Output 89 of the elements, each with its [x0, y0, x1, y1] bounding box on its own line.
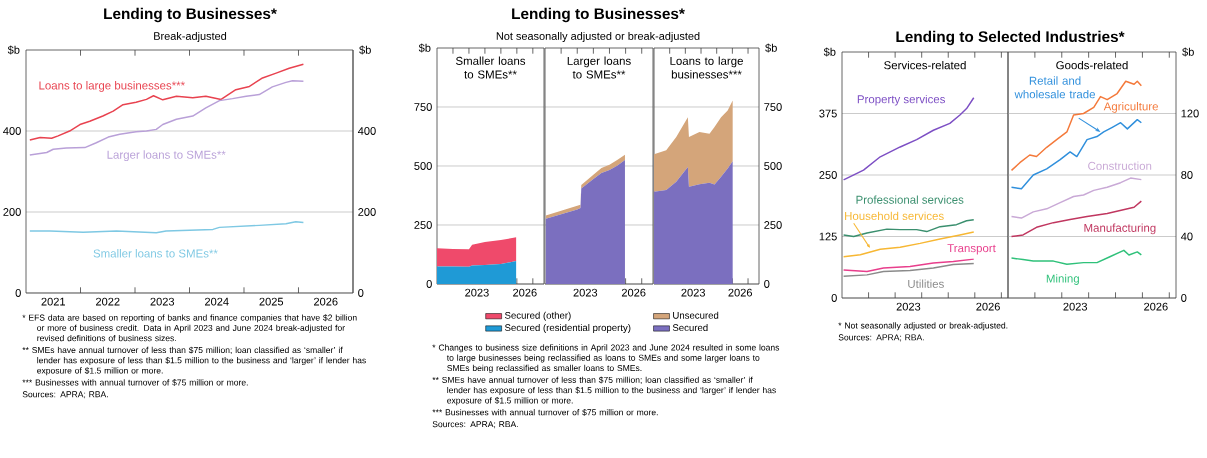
- y-tick-label: 375: [819, 109, 837, 118]
- y2-tick-label: 500: [764, 162, 782, 170]
- text: Goods-related: [1056, 60, 1128, 70]
- series-label: Professional services: [856, 195, 964, 204]
- series-label: Utilities: [908, 279, 944, 288]
- x-tick-label: 2026: [621, 288, 646, 297]
- x-tick-label: 2022: [96, 297, 120, 306]
- text: Lending to Selected Industries*: [896, 30, 1125, 46]
- x-tick-label: 2024: [205, 297, 229, 306]
- legend-label: Secured (other): [505, 311, 571, 321]
- x-tick-label: 2026: [513, 288, 537, 297]
- x-tick-label: 2026: [976, 302, 1000, 311]
- y2-tick-label: 120: [1181, 109, 1199, 118]
- line-series: [842, 258, 975, 273]
- x-tick-label: 2023: [573, 288, 598, 297]
- y-tick-label: 200: [3, 208, 21, 216]
- y-tick-label: 0: [15, 289, 21, 297]
- line-series: [29, 63, 305, 141]
- series-label: Household services: [845, 211, 944, 221]
- series-label: Larger loans to SMEs**: [107, 150, 226, 162]
- x-tick-label: 2023: [465, 288, 489, 297]
- y2-tick-label: 750: [764, 103, 782, 111]
- x-tick-label: 2023: [681, 288, 705, 297]
- text: Services-related: [884, 60, 966, 70]
- y-tick-label: 250: [414, 221, 432, 229]
- y2-tick-label: 0: [1181, 294, 1187, 302]
- source-note: Sources: APRA; RBA.: [432, 421, 518, 429]
- text: * Not seasonally adjusted or break-adjusted.: [838, 322, 1008, 331]
- text: * EFS data are based on reporting of banks and finance companies that have $2 billion or more of business credit. Data in April 2023 and June 2024 break-adjusted for revised definitions of business sizes.: [22, 314, 357, 342]
- y-axis-title: $b: [823, 47, 836, 57]
- text: Not seasonally adjusted or break-adjusted: [496, 31, 700, 43]
- series-label: Construction: [1088, 161, 1152, 170]
- x-tick-label: 2023: [150, 297, 175, 306]
- y-tick-label: 750: [414, 103, 432, 111]
- series-label: Loans to large businesses***: [39, 81, 185, 92]
- x-tick-label: 2025: [259, 297, 284, 306]
- y-tick-label: 400: [3, 127, 21, 135]
- y2-axis-title: $b: [1182, 47, 1194, 57]
- text: Larger loans to SMEs**: [567, 56, 631, 79]
- x-tick-label: 2026: [728, 288, 753, 297]
- line-series: [842, 97, 975, 181]
- legend-label: Secured: [672, 324, 708, 332]
- x-tick-label: 2026: [1144, 302, 1168, 311]
- series-label: Agriculture: [1103, 102, 1158, 113]
- line-series: [29, 220, 305, 234]
- line-series: [1010, 249, 1143, 265]
- y2-tick-label: 0: [764, 280, 770, 288]
- y2-axis-title: $b: [359, 45, 371, 55]
- y2-tick-label: 250: [764, 221, 782, 229]
- text: ** SMEs have annual turnover of less than $75 million; loan classified as ‘smaller’ if lender has exposure of less than $1.5 million to the business and ‘larger’ if lender has exposure of $1.5 million or more.: [432, 376, 776, 406]
- series-label: Transport: [947, 244, 996, 255]
- legend-label: Secured (residential property): [505, 324, 631, 333]
- line-series: [842, 262, 975, 278]
- y2-axis-title: $b: [765, 43, 777, 53]
- y2-tick-label: 40: [1180, 232, 1193, 241]
- text: Smaller loans to SMEs**: [455, 56, 526, 79]
- line-series: [842, 219, 975, 238]
- y-tick-label: 0: [831, 294, 837, 302]
- legend-label: Unsecured: [673, 311, 719, 319]
- y2-tick-label: 200: [358, 208, 376, 216]
- text: Retail and wholesale trade: [1014, 76, 1095, 99]
- series-label: Property services: [857, 94, 946, 106]
- x-tick-label: 2026: [314, 297, 338, 306]
- text: Lending to Businesses*: [512, 7, 685, 23]
- text: *** Businesses with annual turnover of $75 million or more.: [22, 379, 248, 386]
- series-label: Mining: [1046, 274, 1079, 285]
- source-note: Sources: APRA; RBA.: [22, 391, 108, 399]
- y2-tick-label: 400: [357, 127, 376, 135]
- y-axis-title: $b: [7, 45, 20, 55]
- text: *** Businesses with annual turnover of $75 million or more.: [432, 408, 658, 416]
- y-tick-label: 0: [426, 280, 432, 288]
- line-series: [1010, 177, 1143, 219]
- chart-subtitle: Break-adjusted: [154, 31, 227, 43]
- y2-tick-label: 0: [358, 289, 364, 297]
- series-label: Smaller loans to SMEs**: [93, 249, 218, 258]
- series-label: Manufacturing: [1084, 223, 1156, 235]
- y-axis-title: $b: [418, 43, 431, 53]
- text: ** SMEs have annual turnover of less than $75 million; loan classified as ‘smaller’ if lender has exposure of less than $1.5 million to the business and ‘larger’ if lender has exposure of $1.5 million or more.: [22, 346, 366, 376]
- y-tick-label: 250: [819, 171, 837, 179]
- y2-tick-label: 80: [1181, 171, 1193, 179]
- x-tick-label: 2021: [41, 297, 66, 306]
- source-note: Sources: APRA; RBA.: [838, 334, 924, 342]
- text: Loans to large businesses***: [670, 56, 743, 79]
- x-tick-label: 2023: [896, 302, 921, 311]
- chart-title: Lending to Businesses*: [104, 7, 277, 23]
- y-tick-label: 500: [414, 162, 432, 170]
- y-tick-label: 125: [819, 232, 837, 241]
- text: * Changes to business size definitions in April 2023 and June 2024 resulted in some loans to large businesses being reclassified as loans to SMEs and some larger loans to SMEs being reclassified as smaller loans to SMEs.: [432, 344, 780, 373]
- x-tick-label: 2023: [1063, 302, 1088, 311]
